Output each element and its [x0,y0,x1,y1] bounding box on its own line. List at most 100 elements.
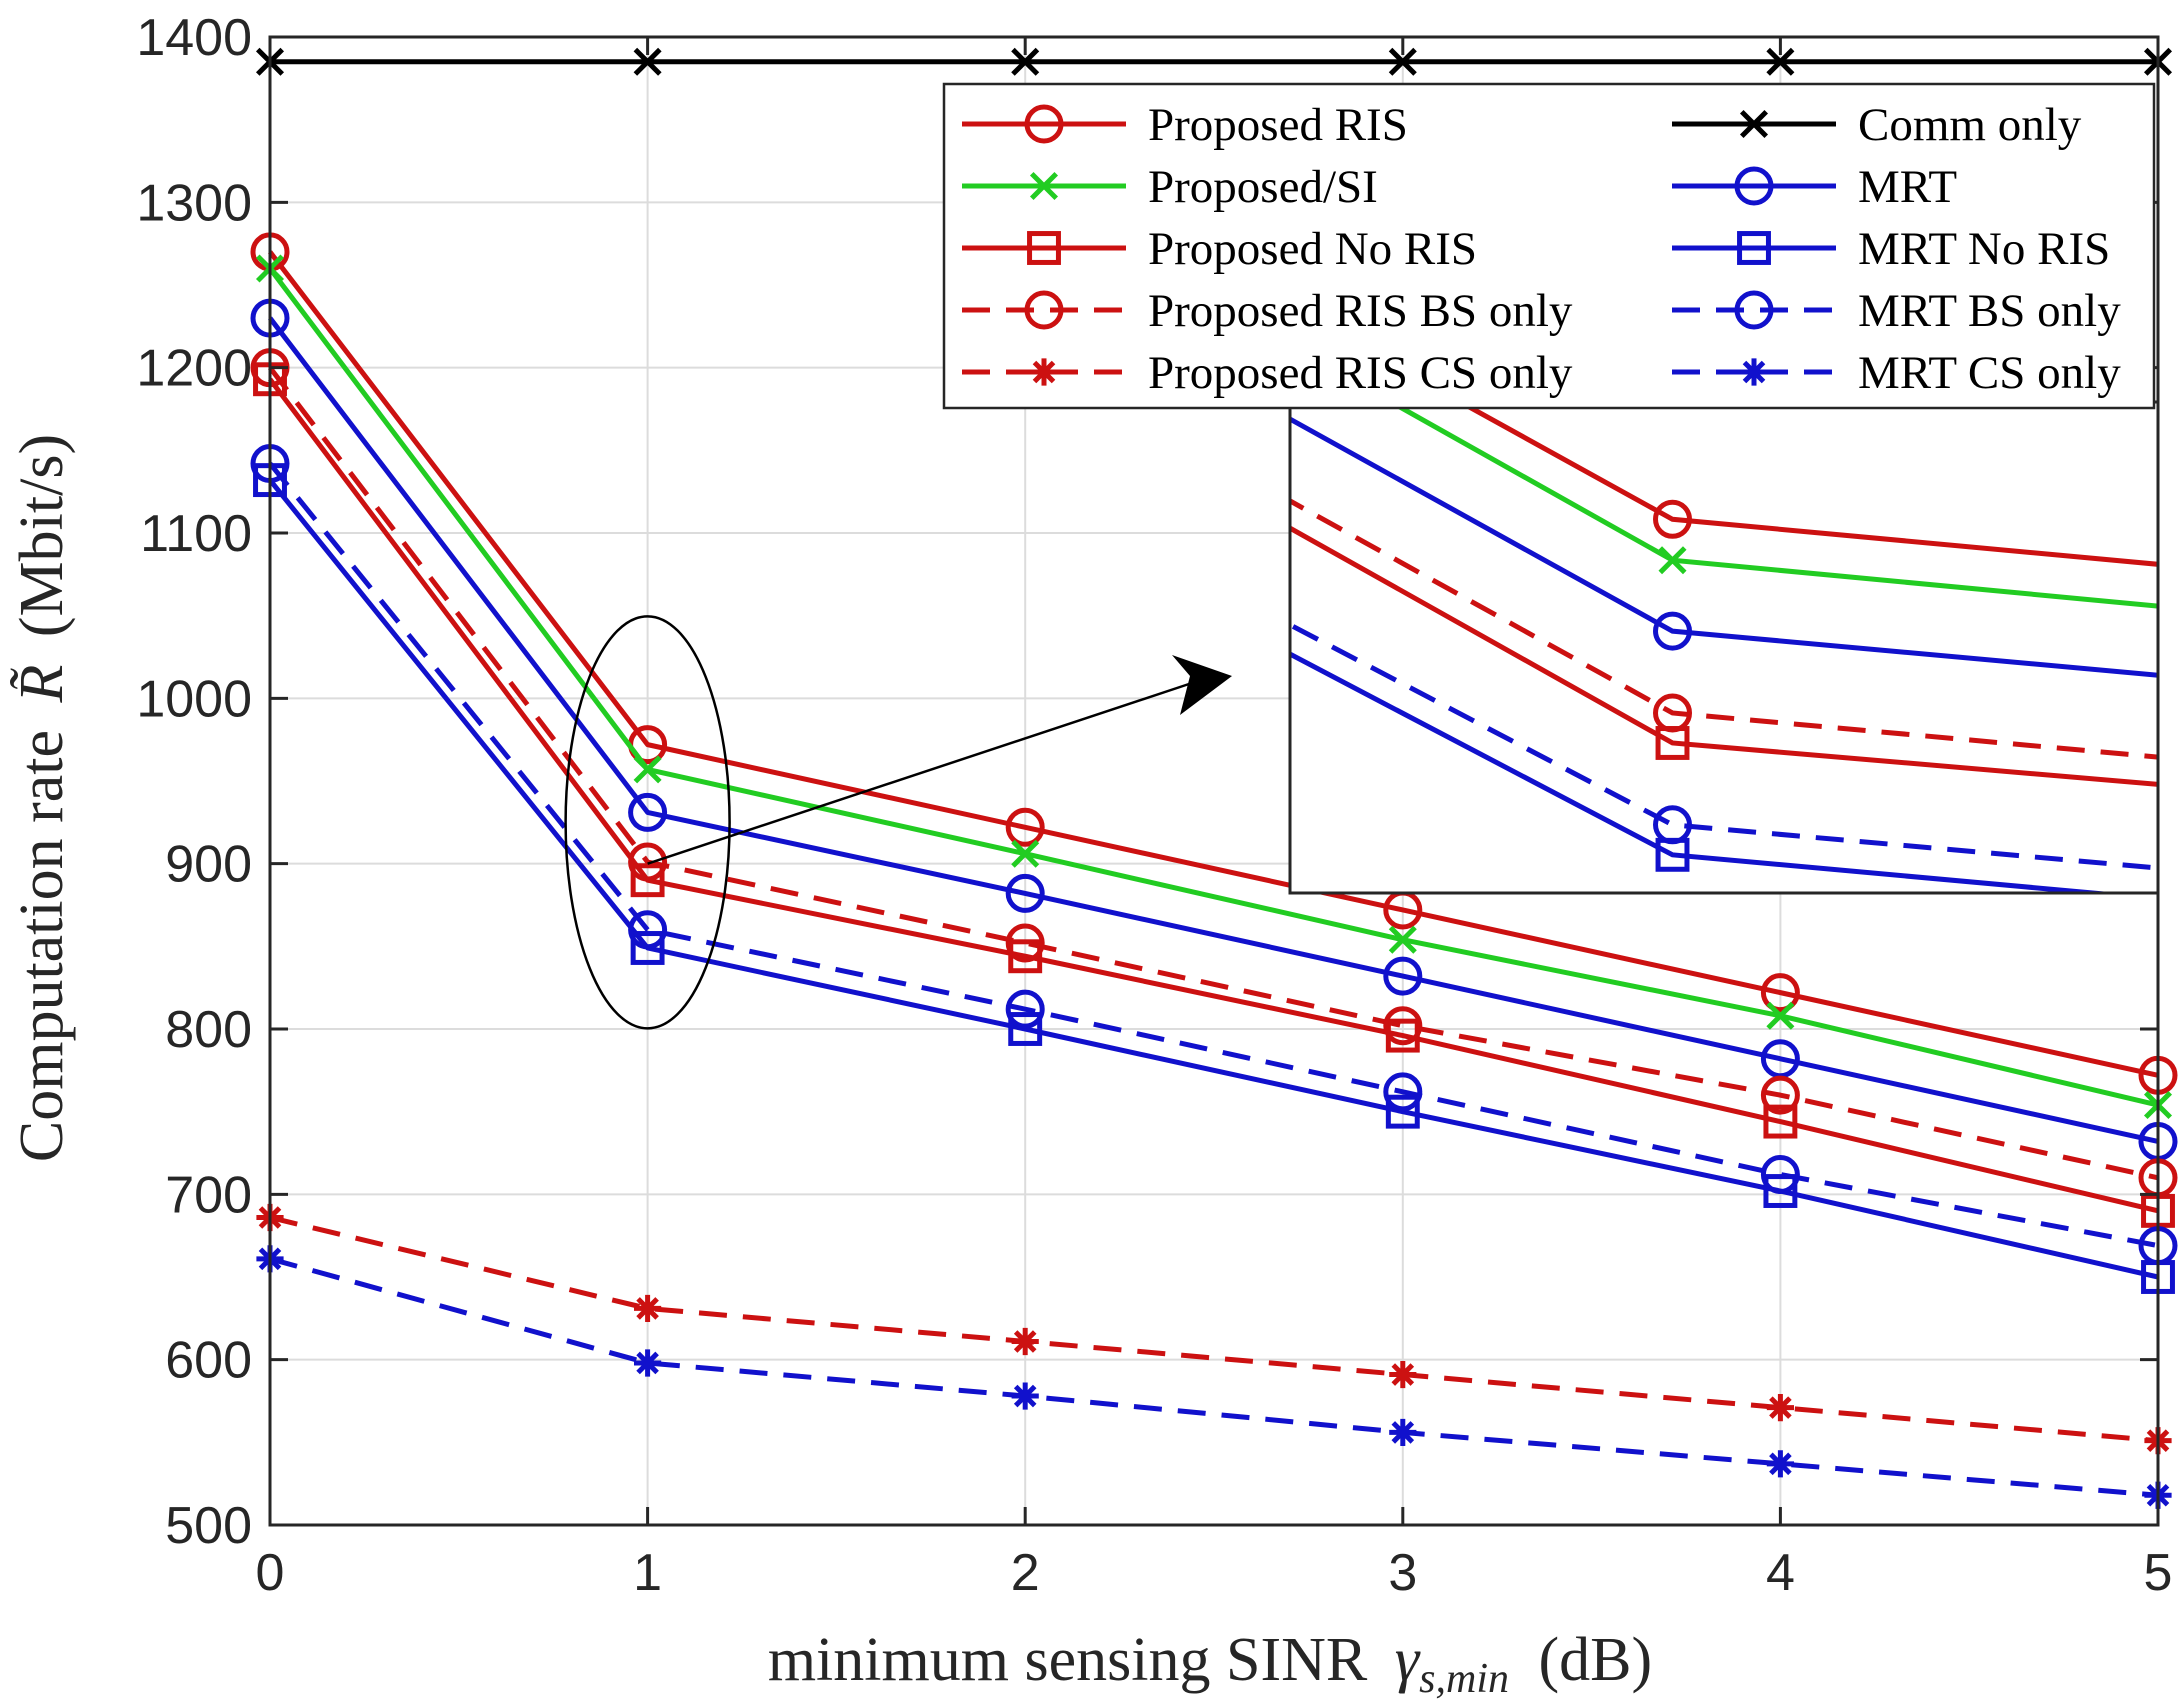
inset-series-proposed-ris-bs-only [1290,498,2158,760]
y-axis-unit: (Mbit/s) [8,434,76,637]
series-line [268,461,2159,1249]
legend-label: Proposed RIS [1148,99,1408,151]
marker-circle [628,842,668,882]
marker-circle [1734,166,1774,206]
series-line [269,1215,2159,1444]
legend-entry-mrt-cs-only: MRT CS only [1672,347,2121,399]
series-line [268,316,2159,1144]
marker-circle [1024,104,1064,144]
marker-circle [1653,499,1693,539]
legend-entry-proposed-ris: Proposed RIS [962,99,1408,151]
marker-circle [628,910,668,950]
series-proposed-si [255,254,2173,1120]
x-tick-label: 1 [633,1544,662,1602]
legend-entry-proposed-ris-bs-only: Proposed RIS BS only [962,285,1573,337]
marker-circle [1653,805,1693,845]
marker-x [1011,47,1040,76]
x-axis-symbol: γ [1395,1626,1421,1694]
legend-label: Proposed RIS BS only [1148,285,1573,337]
marker-asterisk [634,1349,662,1377]
y-tick-label: 700 [165,1166,252,1224]
inset-series-mrt-bs-only [1290,621,2158,871]
legend-label: Proposed No RIS [1148,223,1477,275]
series-line [268,478,2159,1280]
marker-circle [1005,807,1045,847]
y-tick-label: 500 [165,1497,252,1555]
marker-x [633,47,662,76]
marker-x [1766,1001,1795,1030]
series-line [268,377,2159,1214]
legend-label: MRT No RIS [1858,223,2110,275]
inset-series-line [1290,525,2158,787]
marker-asterisk [1389,1418,1417,1447]
legend-entry-comm-only: Comm only [1672,99,2082,151]
y-axis-symbol: R̃ [8,665,76,704]
marker-square [1027,231,1061,265]
y-tick-label: 800 [165,1001,252,1059]
y-axis-label: Computation rate [8,730,76,1162]
marker-circle [1653,611,1693,651]
marker-circle [1005,873,1045,913]
y-tick-label: 1300 [136,174,252,232]
marker-asterisk [1030,358,1058,386]
legend-label: Proposed/SI [1148,161,1378,213]
legend-label: MRT [1858,161,1957,213]
legend-label: Proposed RIS CS only [1148,347,1573,399]
legend-label: Comm only [1858,99,2082,151]
legend-entry-mrt-bs-only: MRT BS only [1672,285,2121,337]
zoom-callout [564,615,1232,1030]
inset-series-proposed-si [1385,402,2158,609]
legend-entry-proposed-si: Proposed/SI [962,161,1378,213]
marker-circle [628,792,668,832]
inset-series-line [1290,621,2158,871]
marker-square [1385,1094,1420,1129]
legend-box [942,82,2156,410]
y-tick-label: 600 [165,1332,252,1390]
x-tick-label: 5 [2144,1544,2173,1602]
marker-x [1388,47,1417,76]
marker-x [1011,839,1040,868]
series-line [269,1256,2159,1498]
y-tick-label: 1400 [136,9,252,67]
x-axis-label: minimum sensing SINR [768,1626,1368,1694]
series-layer [250,47,2178,1509]
x-tick-label: 4 [1766,1544,1795,1602]
inset-series-layer [1290,402,2158,893]
series-mrt-no-ris [253,463,2175,1294]
marker-x [1029,171,1059,201]
marker-x [1388,925,1417,954]
marker-asterisk [1011,1382,1039,1410]
marker-x [1658,546,1687,575]
legend-entry-proposed-no-ris: Proposed No RIS [962,223,1477,275]
marker-asterisk [1766,1394,1794,1422]
marker-circle [1383,1006,1423,1046]
marker-circle [1760,973,1800,1013]
legend-entry-proposed-ris-cs-only: Proposed RIS CS only [962,347,1573,399]
y-axis-title: Computation rate R̃ (Mbit/s) [8,434,76,1162]
marker-x [633,755,662,784]
y-tick-label: 900 [165,836,252,894]
legend-entry-mrt-no-ris: MRT No RIS [1672,223,2110,275]
marker-circle [1005,923,1045,963]
marker-circle [1760,1075,1800,1115]
marker-circle [1653,693,1693,733]
zoom-ellipse [564,615,731,1030]
marker-circle [1005,989,1045,1029]
inset [1288,400,2160,895]
marker-circle [1024,290,1064,330]
marker-circle [1383,956,1423,996]
inset-series-proposed-ris [1455,402,2158,567]
marker-square [1008,939,1043,974]
series-line [268,266,2159,1108]
inset-series-line [1385,402,2158,609]
marker-asterisk [1740,358,1768,386]
marker-square [630,931,665,965]
marker-square [630,863,665,898]
x-tick-label: 0 [256,1544,285,1602]
marker-asterisk [1011,1327,1039,1356]
marker-square [1763,1174,1798,1208]
x-tick-label: 2 [1011,1544,1040,1602]
y-tick-label: 1000 [136,670,252,728]
inset-series-line [1290,651,2121,893]
